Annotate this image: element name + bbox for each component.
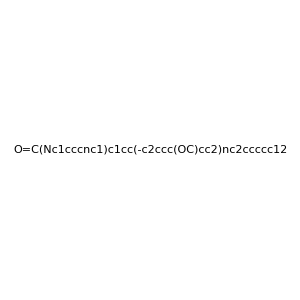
Text: O=C(Nc1cccnc1)c1cc(-c2ccc(OC)cc2)nc2ccccc12: O=C(Nc1cccnc1)c1cc(-c2ccc(OC)cc2)nc2cccc… [13,145,287,155]
